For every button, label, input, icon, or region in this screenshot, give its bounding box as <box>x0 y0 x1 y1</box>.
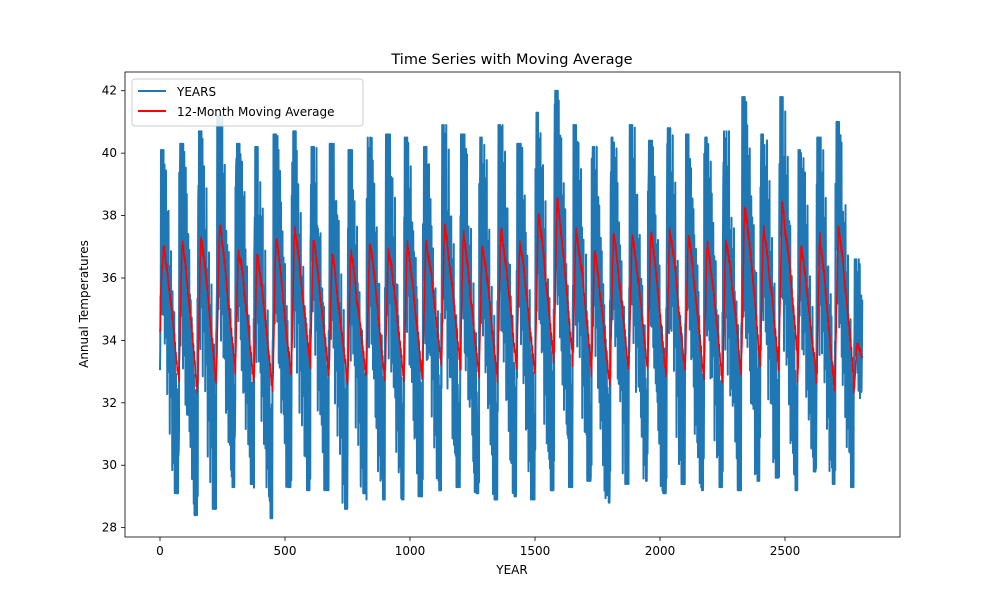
y-tick-label: 38 <box>102 209 117 223</box>
x-tick-label: 1500 <box>520 544 551 558</box>
y-axis-label: Annual Temperatures <box>77 240 91 368</box>
x-tick-label: 0 <box>156 544 164 558</box>
x-tick-label: 2000 <box>645 544 676 558</box>
y-axis: 28 30 32 34 36 38 40 42 <box>102 84 125 535</box>
y-tick-label: 40 <box>102 146 117 160</box>
chart-title: Time Series with Moving Average <box>390 52 632 68</box>
legend-box <box>131 78 364 127</box>
y-tick-label: 32 <box>102 396 117 410</box>
legend-label-moving-average: 12-Month Moving Average <box>177 105 334 119</box>
x-axis-label: YEAR <box>495 563 527 577</box>
legend-label-years: YEARS <box>176 85 216 99</box>
y-tick-label: 28 <box>102 521 117 535</box>
y-tick-label: 34 <box>102 333 117 347</box>
x-axis: 0 500 1000 1500 2000 2500 <box>156 537 800 558</box>
y-tick-label: 42 <box>102 84 117 98</box>
y-tick-label: 36 <box>102 271 117 285</box>
x-tick-label: 500 <box>274 544 297 558</box>
series-line-moving-average <box>159 197 863 395</box>
legend: YEARS 12-Month Moving Average <box>131 78 364 127</box>
x-tick-label: 1000 <box>395 544 426 558</box>
series-layer <box>159 89 864 520</box>
x-tick-label: 2500 <box>770 544 801 558</box>
y-tick-label: 30 <box>102 458 117 472</box>
plot-frame <box>124 71 901 538</box>
